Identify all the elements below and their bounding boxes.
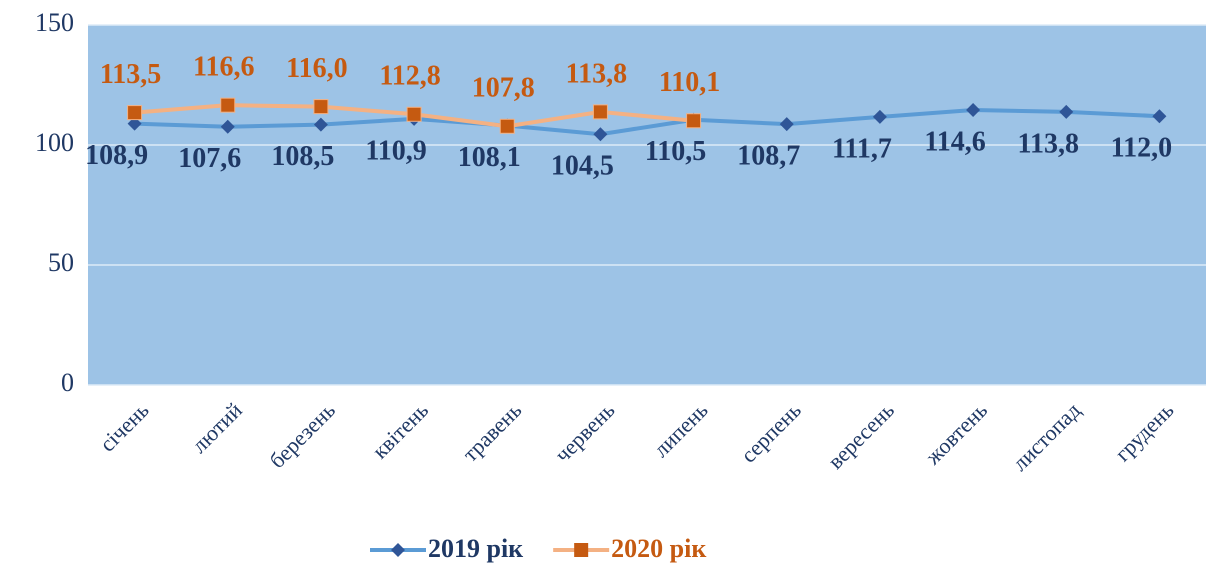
value-label: 112,8 xyxy=(379,61,440,92)
value-label: 114,6 xyxy=(924,126,985,157)
marker xyxy=(966,102,981,117)
marker xyxy=(872,109,887,124)
legend-marker xyxy=(574,543,589,557)
x-tick-label: січень xyxy=(95,397,154,456)
marker xyxy=(1152,109,1167,124)
x-tick-label: листопад xyxy=(1007,397,1085,475)
x-tick-label: березень xyxy=(264,397,340,473)
marker xyxy=(220,97,236,113)
x-tick-label: грудень xyxy=(1110,397,1179,466)
x-tick-label: липень xyxy=(648,397,712,461)
x-tick-label: квітень xyxy=(367,397,433,463)
value-label: 107,6 xyxy=(178,143,241,174)
x-tick-label: червень xyxy=(550,397,620,467)
value-label: 113,8 xyxy=(566,58,627,89)
x-tick-label: жовтень xyxy=(920,397,993,470)
value-label: 108,5 xyxy=(271,141,334,172)
value-label: 108,7 xyxy=(737,141,800,172)
marker xyxy=(779,117,794,132)
marker xyxy=(313,117,328,132)
marker xyxy=(593,127,608,142)
value-label: 116,6 xyxy=(193,52,254,83)
marker xyxy=(686,113,702,129)
value-label: 108,1 xyxy=(458,142,521,173)
marker xyxy=(592,104,608,120)
y-tick-label: 100 xyxy=(35,128,74,157)
value-label: 113,5 xyxy=(100,59,161,90)
y-tick-label: 0 xyxy=(61,368,74,397)
value-label: 107,8 xyxy=(472,73,535,104)
marker xyxy=(220,119,235,134)
legend-marker xyxy=(391,543,405,557)
x-tick-label: вересень xyxy=(823,397,899,473)
value-label: 108,9 xyxy=(85,140,148,171)
legend-item: 2019 рік xyxy=(370,534,523,563)
value-label: 113,8 xyxy=(1018,128,1079,159)
marker xyxy=(127,116,142,131)
value-label: 110,5 xyxy=(645,136,706,167)
marker xyxy=(406,106,422,122)
marker xyxy=(499,118,515,134)
marker xyxy=(313,99,329,115)
value-label: 104,5 xyxy=(551,151,614,182)
value-label: 110,1 xyxy=(659,67,720,98)
x-tick-label: травень xyxy=(457,397,526,466)
legend-item: 2020 рік xyxy=(553,534,706,563)
value-label: 112,0 xyxy=(1111,133,1172,164)
x-tick-label: лютий xyxy=(187,397,247,457)
legend-label: 2019 рік xyxy=(428,534,523,563)
value-label: 116,0 xyxy=(286,53,347,84)
value-label: 111,7 xyxy=(832,133,892,164)
series-line xyxy=(134,107,1160,137)
y-tick-label: 50 xyxy=(48,248,74,277)
value-label: 110,9 xyxy=(365,135,426,166)
y-tick-label: 150 xyxy=(35,8,74,37)
x-tick-label: серпень xyxy=(736,397,806,467)
marker xyxy=(1059,104,1074,119)
plot-area xyxy=(88,25,1206,385)
legend-label: 2020 рік xyxy=(611,534,706,563)
marker xyxy=(127,105,143,121)
